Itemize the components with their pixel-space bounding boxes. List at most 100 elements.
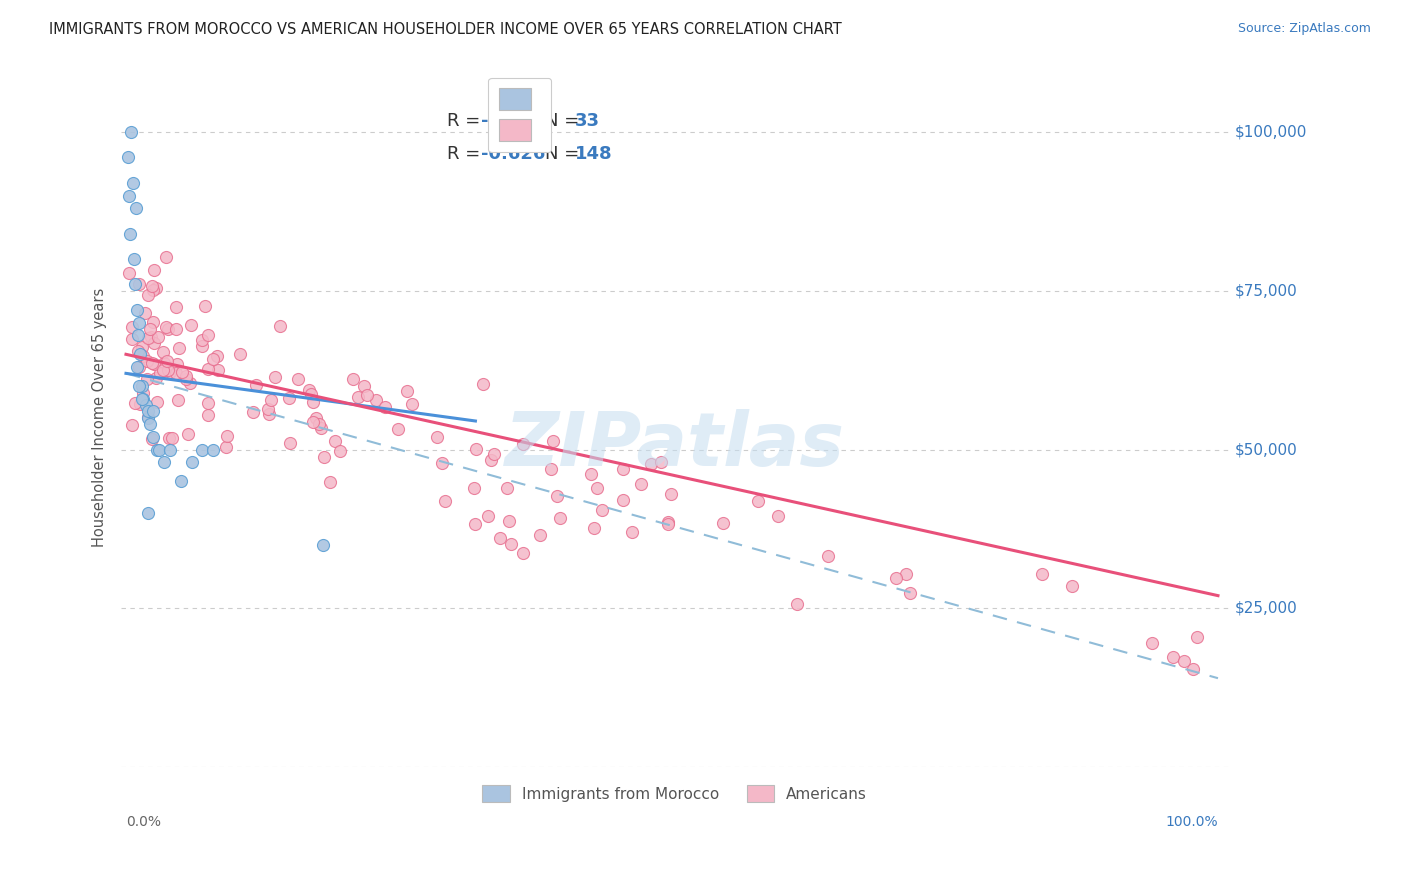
Point <box>747 493 769 508</box>
Point <box>278 436 301 450</box>
Point <box>129 347 152 361</box>
Point <box>201 351 224 366</box>
Point <box>152 356 174 370</box>
Point <box>197 361 219 376</box>
Point <box>640 458 662 472</box>
Point <box>118 266 141 280</box>
Point <box>529 528 551 542</box>
Point <box>323 434 346 448</box>
Text: $100,000: $100,000 <box>1234 125 1306 139</box>
Point <box>169 342 191 356</box>
Point <box>479 453 502 467</box>
Point <box>586 482 609 496</box>
Point <box>463 481 485 495</box>
Point <box>131 379 153 393</box>
Point <box>430 456 453 470</box>
Point <box>657 517 679 532</box>
Point <box>197 396 219 410</box>
Text: N =: N = <box>546 145 579 162</box>
Point <box>131 385 153 400</box>
Point <box>214 440 236 454</box>
Text: 0.0%: 0.0% <box>127 814 160 829</box>
Point <box>148 442 170 457</box>
Point <box>165 366 187 380</box>
Point <box>256 402 278 417</box>
Point <box>342 372 364 386</box>
Point <box>191 442 214 457</box>
Point <box>117 150 139 164</box>
Point <box>309 421 332 435</box>
Point <box>711 516 734 531</box>
Point <box>302 394 325 409</box>
Point <box>318 475 340 489</box>
Point <box>347 390 370 404</box>
Point <box>136 409 159 424</box>
Point <box>142 430 165 444</box>
Point <box>146 394 169 409</box>
Point <box>136 404 159 418</box>
Point <box>145 371 167 385</box>
Point <box>1187 630 1209 644</box>
Point <box>884 571 907 585</box>
Point <box>128 277 150 292</box>
Point <box>156 363 179 377</box>
Point <box>894 567 917 582</box>
Text: $75,000: $75,000 <box>1234 284 1298 298</box>
Point <box>396 384 419 399</box>
Point <box>135 372 157 386</box>
Point <box>546 489 568 503</box>
Point <box>145 442 167 457</box>
Text: R =: R = <box>447 112 481 130</box>
Point <box>152 363 174 377</box>
Point <box>142 404 165 418</box>
Point <box>125 201 148 215</box>
Point <box>215 429 238 443</box>
Point <box>131 340 153 354</box>
Point <box>128 379 150 393</box>
Point <box>155 251 177 265</box>
Point <box>121 320 143 334</box>
Point <box>612 492 634 507</box>
Point <box>141 330 163 344</box>
Point <box>786 597 808 611</box>
Point <box>165 322 187 336</box>
Point <box>124 395 146 409</box>
Point <box>259 393 281 408</box>
Point <box>153 455 176 469</box>
Text: R =: R = <box>447 145 481 162</box>
Point <box>657 515 679 529</box>
Point <box>1062 579 1084 593</box>
Point <box>142 357 165 371</box>
Point <box>659 487 682 501</box>
Point <box>179 376 201 390</box>
Point <box>1173 654 1195 668</box>
Point <box>159 442 181 457</box>
Point <box>401 396 423 410</box>
Point <box>118 188 141 202</box>
Point <box>434 494 457 508</box>
Point <box>287 372 309 386</box>
Point <box>152 344 174 359</box>
Y-axis label: Householder Income Over 65 years: Householder Income Over 65 years <box>93 288 107 548</box>
Point <box>143 336 166 351</box>
Point <box>155 320 177 334</box>
Legend: Immigrants from Morocco, Americans: Immigrants from Morocco, Americans <box>477 779 873 808</box>
Point <box>127 344 149 359</box>
Point <box>353 378 375 392</box>
Point <box>356 388 378 402</box>
Point <box>499 537 522 551</box>
Point <box>157 431 180 445</box>
Point <box>142 315 165 329</box>
Point <box>121 418 143 433</box>
Point <box>142 283 165 297</box>
Point <box>191 334 214 348</box>
Text: ZIPatlas: ZIPatlas <box>505 409 845 483</box>
Text: N =: N = <box>546 112 579 130</box>
Point <box>512 546 534 560</box>
Point <box>314 450 336 464</box>
Point <box>121 332 143 346</box>
Point <box>122 252 145 266</box>
Point <box>496 481 519 495</box>
Point <box>141 279 163 293</box>
Point <box>197 328 219 343</box>
